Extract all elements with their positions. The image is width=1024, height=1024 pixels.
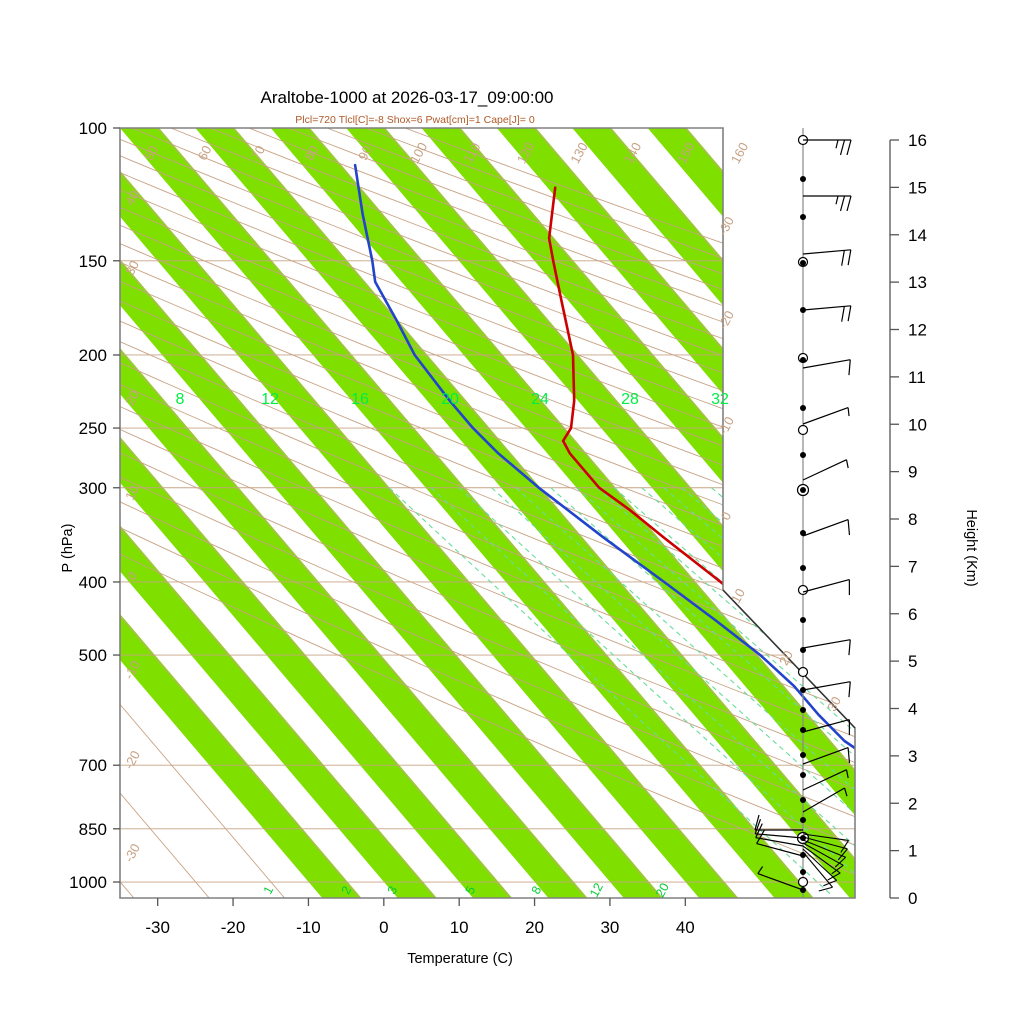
svg-text:20: 20 [653, 881, 672, 900]
svg-text:15: 15 [908, 178, 927, 197]
svg-text:300: 300 [79, 479, 107, 498]
svg-text:12: 12 [261, 391, 279, 408]
svg-text:28: 28 [621, 391, 639, 408]
svg-text:-20: -20 [221, 918, 246, 937]
svg-text:20: 20 [525, 918, 544, 937]
svg-text:850: 850 [79, 820, 107, 839]
svg-text:14: 14 [908, 226, 927, 245]
svg-text:13: 13 [908, 273, 927, 292]
svg-text:20: 20 [122, 388, 142, 408]
svg-text:200: 200 [79, 346, 107, 365]
dewpoint-profile [353, 163, 855, 829]
dry-adiabat-lines [120, 128, 855, 895]
svg-text:50: 50 [141, 143, 161, 163]
temperature-profile [547, 186, 855, 829]
svg-text:10: 10 [728, 586, 748, 606]
svg-text:8: 8 [908, 510, 917, 529]
svg-text:12: 12 [587, 881, 606, 900]
svg-text:-10: -10 [296, 918, 321, 937]
indices-subtitle: Plcl=720 Tlcl[C]=-8 Shox=6 Pwat[cm]=1 Ca… [295, 114, 535, 126]
svg-text:5: 5 [908, 652, 917, 671]
svg-text:16: 16 [908, 131, 927, 150]
pressure-axis: 100 150 200 250 300 400 500 700 850 1000 [69, 119, 120, 892]
svg-text:70: 70 [248, 143, 268, 163]
moist-adiabat-labels: 8 12 16 20 24 28 32 [176, 391, 729, 408]
svg-text:150: 150 [79, 252, 107, 271]
svg-text:7: 7 [908, 557, 917, 576]
svg-text:100: 100 [79, 119, 107, 138]
svg-text:1000: 1000 [69, 873, 107, 892]
svg-text:30: 30 [824, 694, 844, 714]
svg-text:60: 60 [195, 143, 215, 163]
svg-text:2: 2 [908, 794, 917, 813]
wind-barb-column [754, 128, 852, 898]
pressure-axis-label: P (hPa) [60, 524, 76, 573]
svg-text:500: 500 [79, 646, 107, 665]
svg-text:250: 250 [79, 419, 107, 438]
svg-text:16: 16 [351, 391, 369, 408]
height-axis-label: Height (Km) [963, 509, 979, 586]
sounding-profiles [353, 163, 855, 829]
temperature-axis: -30 -20 -10 0 10 20 30 40 [145, 898, 695, 937]
temperature-axis-label: Temperature (C) [407, 951, 513, 967]
svg-text:400: 400 [79, 573, 107, 592]
svg-text:90: 90 [355, 143, 375, 163]
svg-text:20: 20 [441, 391, 459, 408]
svg-text:6: 6 [908, 605, 917, 624]
svg-text:-30: -30 [145, 918, 170, 937]
svg-text:11: 11 [908, 368, 926, 387]
svg-text:1: 1 [908, 842, 917, 861]
svg-text:8: 8 [176, 391, 185, 408]
frame-diagonal [722, 589, 856, 729]
svg-text:32: 32 [711, 391, 729, 408]
svg-text:0: 0 [379, 918, 388, 937]
svg-text:0: 0 [908, 889, 917, 908]
svg-text:4: 4 [908, 700, 917, 719]
svg-text:12: 12 [908, 321, 927, 340]
svg-text:80: 80 [302, 143, 322, 163]
svg-text:20: 20 [776, 648, 796, 668]
svg-text:10: 10 [122, 483, 142, 503]
svg-text:700: 700 [79, 756, 107, 775]
svg-text:9: 9 [908, 463, 917, 482]
svg-text:30: 30 [600, 918, 619, 937]
svg-text:30: 30 [122, 258, 142, 278]
page-title: Araltobe-1000 at 2026-03-17_09:00:00 [260, 88, 553, 107]
svg-text:40: 40 [122, 188, 142, 208]
svg-text:40: 40 [676, 918, 695, 937]
svg-text:24: 24 [531, 391, 549, 408]
svg-text:10: 10 [908, 415, 927, 434]
svg-text:10: 10 [450, 918, 469, 937]
svg-text:3: 3 [908, 747, 917, 766]
